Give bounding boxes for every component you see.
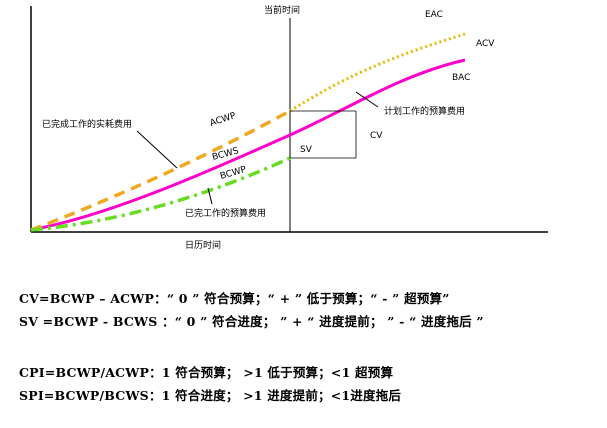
sv-label: SV bbox=[300, 145, 313, 155]
bcwp-desc-label: 已完工作的预算费用 bbox=[185, 207, 266, 219]
eac-label: EAC bbox=[425, 10, 443, 20]
acwp-curve bbox=[30, 109, 291, 232]
acv-label: ACV bbox=[476, 39, 495, 49]
sv-formula: SV =BCWP - BCWS ：“ 0 ” 符合进度； ” + “ 进度提前；… bbox=[19, 314, 484, 329]
bac-label: BAC bbox=[452, 73, 470, 83]
acwp-desc-label: 已完成工作的实耗费用 bbox=[42, 118, 132, 130]
x-axis-label: 日历时间 bbox=[185, 239, 221, 251]
bcws-desc-label: 计划工作的预算费用 bbox=[384, 105, 465, 117]
bcwp-curve bbox=[30, 156, 291, 232]
eac-curve bbox=[289, 32, 466, 113]
bcws-desc-pointer bbox=[355, 91, 379, 108]
cv-formula: CV=BCWP – ACWP：“ 0 ” 符合预算；“ + ” 低于预算；“ -… bbox=[19, 291, 450, 306]
cpi-formula: CPI=BCWP/ACWP：1 符合预算； >1 低于预算；<1 超预算 bbox=[19, 365, 394, 380]
current-time-label: 当前时间 bbox=[264, 4, 300, 16]
acwp-label: ACWP bbox=[209, 111, 238, 129]
earned-value-diagram: 当前时间 EAC ACV BAC 计划工作的预算费用 已完成工作的实耗费用 AC… bbox=[30, 4, 548, 251]
bcwp-desc-pointer bbox=[207, 187, 213, 205]
cv-label: CV bbox=[370, 131, 383, 141]
acwp-desc-pointer bbox=[136, 130, 178, 169]
spi-formula: SPI=BCWP/BCWS：1 符合进度； >1 进度提前；<1进度拖后 bbox=[19, 388, 402, 403]
bcws-curve bbox=[30, 58, 466, 232]
